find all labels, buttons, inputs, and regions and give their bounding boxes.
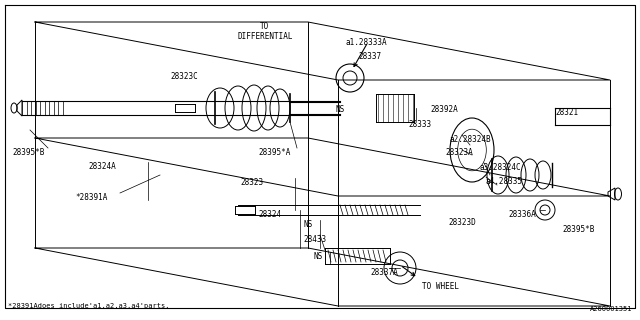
Text: 28333: 28333	[408, 120, 431, 129]
Text: 28337A: 28337A	[370, 268, 397, 277]
Text: a3.28324C: a3.28324C	[480, 163, 522, 172]
Text: NS: NS	[335, 105, 344, 114]
Text: 28395*A: 28395*A	[258, 148, 291, 157]
Text: 28323C: 28323C	[170, 72, 198, 81]
Text: 28324: 28324	[258, 210, 281, 219]
Text: TO
DIFFERENTIAL: TO DIFFERENTIAL	[237, 22, 292, 41]
Text: 28337: 28337	[358, 52, 381, 61]
Text: NS: NS	[304, 220, 313, 229]
Text: 28323: 28323	[240, 178, 263, 187]
Text: A260001351: A260001351	[589, 306, 632, 312]
Text: 28321: 28321	[555, 108, 578, 117]
Text: *28391A: *28391A	[75, 193, 108, 202]
Text: *28391Adoes include'a1,a2,a3,a4'parts.: *28391Adoes include'a1,a2,a3,a4'parts.	[8, 303, 170, 309]
Text: a2.28324B: a2.28324B	[450, 135, 492, 144]
Text: TO WHEEL: TO WHEEL	[422, 282, 459, 291]
Text: NS: NS	[313, 252, 323, 261]
Text: 28392A: 28392A	[430, 105, 458, 114]
Text: 28336A: 28336A	[508, 210, 536, 219]
Text: 28323D: 28323D	[448, 218, 476, 227]
Text: 28395*B: 28395*B	[12, 148, 44, 157]
Text: a4.28335: a4.28335	[486, 177, 523, 186]
Text: a1.28333A: a1.28333A	[345, 38, 387, 47]
Text: 28395*B: 28395*B	[562, 225, 595, 234]
Text: 28323A: 28323A	[445, 148, 473, 157]
Text: 28324A: 28324A	[88, 162, 116, 171]
Text: 28433: 28433	[303, 235, 326, 244]
